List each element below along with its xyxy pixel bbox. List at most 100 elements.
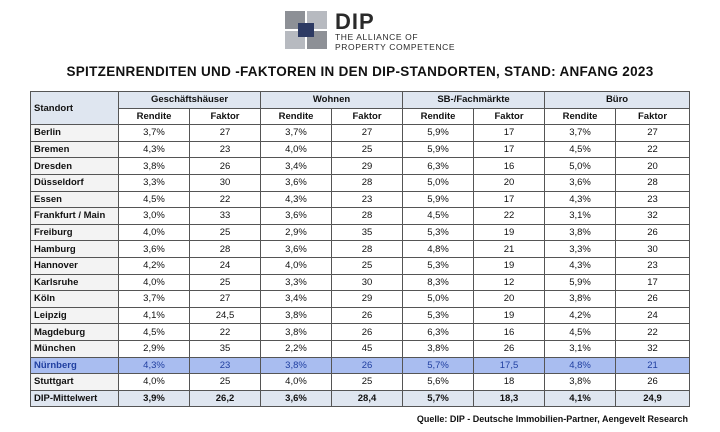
rendite-cell: 5,0% bbox=[544, 157, 617, 175]
table-row: Essen 4,5% 22 4,3% 23 5,9% 17 4,3% 23 bbox=[30, 190, 691, 209]
city-cell: Stuttgart bbox=[30, 373, 119, 391]
rendite-cell: 4,3% bbox=[260, 190, 332, 209]
faktor-cell: 23 bbox=[330, 190, 404, 209]
sub-header-rendite: Rendite bbox=[260, 107, 332, 126]
sub-header-rendite: Rendite bbox=[402, 107, 475, 126]
rendite-cell: 5,7% bbox=[402, 356, 475, 375]
faktor-cell: 19 bbox=[473, 256, 546, 275]
rendite-cell: 5,3% bbox=[402, 223, 475, 242]
faktor-cell: 25 bbox=[330, 140, 404, 159]
table-row: Magdeburg 4,5% 22 3,8% 26 6,3% 16 4,5% 22 bbox=[30, 323, 691, 341]
faktor-cell: 26 bbox=[330, 323, 404, 341]
faktor-cell: 23 bbox=[189, 356, 261, 375]
faktor-cell: 17,5 bbox=[473, 356, 546, 375]
average-faktor-cell: 28,4 bbox=[330, 389, 404, 408]
city-cell: Essen bbox=[30, 190, 119, 209]
rendite-cell: 3,4% bbox=[260, 157, 332, 175]
rendite-cell: 4,8% bbox=[402, 240, 475, 258]
faktor-cell: 28 bbox=[615, 173, 691, 192]
rendite-cell: 4,5% bbox=[544, 323, 617, 341]
rendite-cell: 4,5% bbox=[118, 190, 190, 209]
rendite-cell: 3,6% bbox=[260, 207, 332, 225]
logo-tagline-2: PROPERTY COMPETENCE bbox=[335, 41, 456, 52]
yield-table: Standort Geschäftshäuser Wohnen SB-/Fach… bbox=[30, 90, 691, 408]
faktor-cell: 23 bbox=[189, 140, 261, 159]
faktor-cell: 19 bbox=[473, 223, 546, 242]
city-cell: Bremen bbox=[30, 140, 119, 159]
faktor-cell: 16 bbox=[473, 323, 546, 341]
faktor-cell: 12 bbox=[473, 273, 546, 292]
faktor-cell: 28 bbox=[330, 207, 404, 225]
average-rendite-cell: 3,6% bbox=[260, 389, 332, 408]
rendite-cell: 3,1% bbox=[544, 339, 617, 358]
city-cell: Karlsruhe bbox=[30, 273, 119, 292]
faktor-cell: 29 bbox=[330, 290, 404, 308]
faktor-cell: 25 bbox=[189, 373, 261, 391]
city-cell: Frankfurt / Main bbox=[30, 207, 119, 225]
table-row: Freiburg 4,0% 25 2,9% 35 5,3% 19 3,8% 26 bbox=[30, 223, 691, 242]
rendite-cell: 3,8% bbox=[402, 339, 475, 358]
faktor-cell: 26 bbox=[615, 223, 691, 242]
city-cell: Dresden bbox=[30, 157, 119, 175]
rendite-cell: 4,8% bbox=[544, 356, 617, 375]
rendite-cell: 4,5% bbox=[544, 140, 617, 159]
rendite-cell: 4,0% bbox=[260, 373, 332, 391]
average-rendite-cell: 5,7% bbox=[402, 389, 475, 408]
table-row: Hannover 4,2% 24 4,0% 25 5,3% 19 4,3% 23 bbox=[30, 256, 691, 275]
rendite-cell: 4,0% bbox=[118, 223, 190, 242]
city-cell: München bbox=[30, 339, 119, 358]
rendite-cell: 6,3% bbox=[402, 323, 475, 341]
faktor-cell: 33 bbox=[189, 207, 261, 225]
table-row: Düsseldorf 3,3% 30 3,6% 28 5,0% 20 3,6% 28 bbox=[30, 173, 691, 192]
faktor-cell: 28 bbox=[189, 240, 261, 258]
faktor-cell: 20 bbox=[473, 173, 546, 192]
faktor-cell: 20 bbox=[473, 290, 546, 308]
sub-header-faktor: Faktor bbox=[189, 107, 261, 126]
faktor-cell: 26 bbox=[473, 339, 546, 358]
faktor-cell: 32 bbox=[615, 207, 691, 225]
rendite-cell: 5,3% bbox=[402, 306, 475, 325]
sub-header-faktor: Faktor bbox=[330, 107, 404, 126]
rendite-cell: 3,8% bbox=[544, 290, 617, 308]
faktor-cell: 30 bbox=[189, 173, 261, 192]
rendite-cell: 3,7% bbox=[260, 124, 332, 142]
faktor-cell: 21 bbox=[615, 356, 691, 375]
rendite-cell: 3,3% bbox=[544, 240, 617, 258]
average-rendite-cell: 4,1% bbox=[544, 389, 617, 408]
rendite-cell: 3,1% bbox=[544, 207, 617, 225]
faktor-cell: 21 bbox=[473, 240, 546, 258]
rendite-cell: 3,6% bbox=[260, 173, 332, 192]
rendite-cell: 5,9% bbox=[544, 273, 617, 292]
city-cell: Nürnberg bbox=[30, 356, 119, 375]
rendite-cell: 5,9% bbox=[402, 190, 475, 209]
table-body: Berlin 3,7% 27 3,7% 27 5,9% 17 3,7% 27 Bremen 4,3%… bbox=[30, 124, 691, 408]
dip-logo-mark-icon bbox=[285, 11, 327, 49]
table-row: Hamburg 3,6% 28 3,6% 28 4,8% 21 3,3% 30 bbox=[30, 240, 691, 258]
faktor-cell: 18 bbox=[473, 373, 546, 391]
faktor-cell: 25 bbox=[189, 273, 261, 292]
logo-tagline-1: THE ALLIANCE OF bbox=[335, 32, 419, 42]
rendite-cell: 4,0% bbox=[260, 140, 332, 159]
faktor-cell: 25 bbox=[330, 373, 404, 391]
rendite-cell: 3,7% bbox=[118, 124, 190, 142]
table-row: Stuttgart 4,0% 25 4,0% 25 5,6% 18 3,8% 26 bbox=[30, 373, 691, 391]
standort-header: Standort bbox=[30, 90, 119, 126]
rendite-cell: 5,9% bbox=[402, 124, 475, 142]
rendite-cell: 4,3% bbox=[118, 140, 190, 159]
rendite-cell: 3,3% bbox=[260, 273, 332, 292]
rendite-cell: 5,9% bbox=[402, 140, 475, 159]
city-cell: Magdeburg bbox=[30, 323, 119, 341]
rendite-cell: 2,9% bbox=[260, 223, 332, 242]
faktor-cell: 32 bbox=[615, 339, 691, 358]
group-header-wohnen: Wohnen bbox=[259, 91, 404, 109]
faktor-cell: 22 bbox=[615, 140, 691, 159]
table-row: Leipzig 4,1% 24,5 3,8% 26 5,3% 19 4,2% 24 bbox=[30, 306, 691, 325]
faktor-cell: 24 bbox=[615, 306, 691, 325]
faktor-cell: 30 bbox=[615, 240, 691, 258]
rendite-cell: 3,8% bbox=[260, 306, 332, 325]
rendite-cell: 3,3% bbox=[118, 173, 190, 192]
sub-header-rendite: Rendite bbox=[544, 107, 617, 126]
rendite-cell: 5,6% bbox=[402, 373, 475, 391]
faktor-cell: 28 bbox=[330, 240, 404, 258]
faktor-cell: 23 bbox=[615, 190, 691, 209]
